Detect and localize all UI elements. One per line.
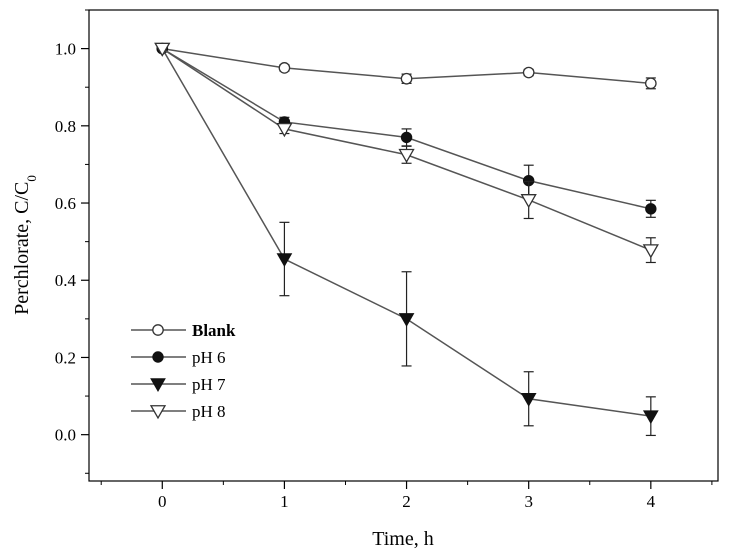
y-tick-labels: 0.0 0.2 0.4 0.6 0.8 1.0	[55, 40, 77, 445]
data-point-ph-8	[642, 244, 659, 259]
x-tick-label: 0	[158, 492, 167, 511]
legend-label: Blank	[192, 321, 236, 340]
data-point-ph-8	[276, 123, 293, 138]
y-axis-title-main: Perchlorate, C/C	[11, 182, 33, 315]
x-axis-title: Time, h	[372, 528, 434, 550]
series-ph-6	[156, 42, 657, 218]
axis-ticks	[81, 9, 713, 489]
legend-marker	[152, 324, 164, 336]
x-tick-label: 3	[524, 492, 533, 511]
data-point-ph-8	[520, 194, 537, 209]
data-point-blank	[522, 66, 535, 79]
x-tick-label: 1	[280, 492, 289, 511]
data-point-ph-8	[398, 148, 415, 164]
data-point-ph-7	[642, 410, 659, 425]
legend-label: pH 8	[192, 402, 226, 421]
data-point-ph-7	[520, 393, 537, 407]
data-point-blank	[400, 72, 413, 85]
y-tick-label: 0.8	[55, 117, 76, 136]
legend-label: pH 7	[192, 375, 226, 394]
data-point-ph-6	[645, 203, 657, 215]
legend-marker	[152, 351, 164, 363]
y-tick-label: 0.0	[55, 426, 76, 445]
series-layer	[154, 42, 659, 437]
x-tick-label: 4	[647, 492, 656, 511]
series-ph-8	[154, 42, 659, 264]
legend-item-ph-7: pH 7	[131, 375, 226, 394]
data-point-ph-6	[400, 131, 413, 144]
legend-marker	[149, 405, 167, 420]
y-tick-label: 0.6	[55, 194, 76, 213]
y-tick-label: 0.2	[55, 348, 76, 367]
data-point-ph-8	[154, 42, 171, 57]
data-point-ph-7	[276, 253, 293, 268]
y-axis-title-subscript: 0	[24, 175, 39, 182]
series-ph-7	[154, 42, 659, 437]
data-point-ph-7	[398, 313, 415, 327]
legend: Blank pH 6 pH 7 pH 8	[131, 321, 236, 421]
x-tick-label: 2	[402, 492, 411, 511]
legend-marker	[150, 378, 166, 393]
y-tick-label: 1.0	[55, 40, 76, 59]
data-point-blank	[278, 62, 291, 74]
y-tick-label: 0.4	[55, 271, 77, 290]
x-tick-labels: 0 1 2 3 4	[158, 492, 656, 511]
y-axis-title: Perchlorate, C/C0	[11, 175, 39, 315]
legend-item-ph-6: pH 6	[131, 348, 226, 367]
data-point-blank	[644, 77, 657, 90]
series-blank	[156, 42, 657, 90]
legend-item-ph-8: pH 8	[131, 402, 226, 421]
legend-item-blank: Blank	[131, 321, 236, 340]
plot-frame	[88, 9, 719, 482]
legend-label: pH 6	[192, 348, 226, 367]
